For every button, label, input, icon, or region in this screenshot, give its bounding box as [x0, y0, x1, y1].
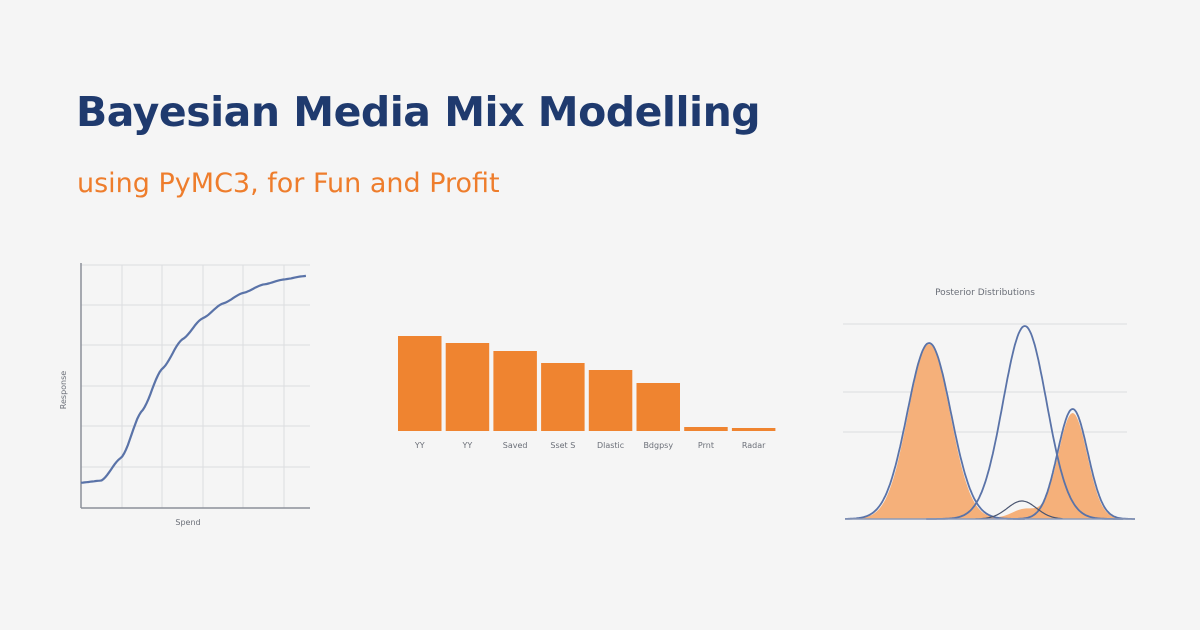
bar-label-2: YY [462, 441, 473, 450]
bar-label-4: Sset S [550, 441, 575, 450]
bar-label-7: Prnt [698, 441, 714, 450]
response-curve-grid [81, 264, 310, 508]
page-title: Bayesian Media Mix Modelling [76, 88, 761, 136]
posterior-chart-title: Posterior Distributions [935, 288, 1035, 298]
bar-7 [684, 427, 728, 431]
bar-label-1: YY [414, 441, 425, 450]
bar-label-group: YY YY Saved Sset S Dlastic Bdgpsy Prnt Radar [414, 441, 766, 450]
bar-label-6: Bdgpsy [643, 441, 673, 450]
posterior-filled-density [856, 344, 1127, 519]
posterior-grid [843, 323, 1127, 433]
bar-4 [541, 363, 585, 431]
bar-8 [731, 428, 776, 431]
posterior-outline-small [975, 500, 1063, 520]
bar-label-3: Saved [503, 441, 528, 450]
bar-1 [398, 336, 442, 431]
posterior-outline-3 [1013, 408, 1135, 520]
bar-label-5: Dlastic [597, 441, 624, 450]
response-curve-line [80, 274, 307, 484]
posterior-outline-2 [926, 325, 1124, 520]
bar-group [398, 336, 776, 431]
bar-2 [445, 343, 490, 431]
bar-6 [636, 383, 680, 431]
bar-3 [493, 351, 537, 431]
posterior-outline-1 [845, 342, 1025, 520]
bar-5 [588, 370, 633, 431]
response-curve-x-label: Spend [175, 518, 200, 527]
bar-label-8: Radar [742, 441, 766, 450]
response-curve-y-label: Response [59, 371, 68, 410]
page-subtitle: using PyMC3, for Fun and Profit [77, 168, 500, 199]
